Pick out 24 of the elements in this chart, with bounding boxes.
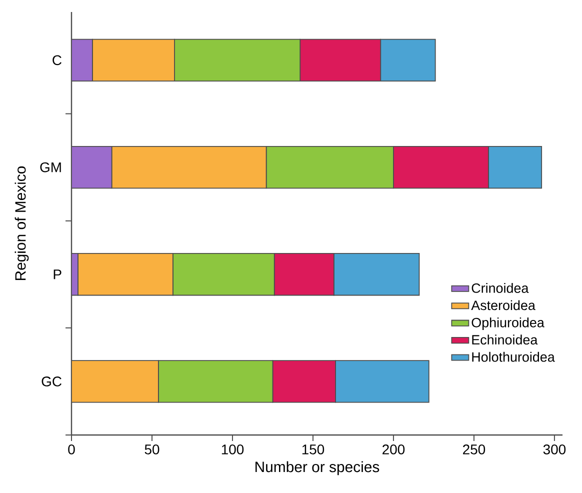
y-tick-label: P	[54, 270, 62, 280]
y-tick-label: C	[52, 55, 62, 66]
bar	[77, 253, 174, 296]
legend-label: Holothuroidea	[472, 352, 555, 362]
legend-label: Crinoidea	[472, 283, 529, 293]
x-tick-label: 250	[463, 444, 486, 454]
x-tick-label: 0	[68, 444, 75, 454]
x-tick-label: 300	[543, 444, 566, 454]
x-tick-label: 100	[222, 444, 244, 454]
legend-label: Ophiuroidea	[472, 317, 544, 330]
legend-label: Asteroidea	[471, 300, 536, 310]
bar	[72, 38, 93, 82]
bar	[72, 146, 112, 189]
x-tick-label: 50	[144, 444, 160, 454]
y-tick-label: GC	[42, 376, 62, 386]
legend-label: Echinoidea	[472, 334, 538, 345]
x-axis-title: Number or species	[256, 461, 380, 476]
y-tick-label: GM	[40, 162, 61, 172]
x-tick-label: 150	[302, 444, 324, 454]
bar	[92, 38, 175, 82]
y-axis-title: Region of Mexico	[14, 166, 29, 280]
bar	[72, 360, 159, 403]
bar	[111, 146, 267, 189]
x-tick-label: 200	[382, 444, 405, 454]
